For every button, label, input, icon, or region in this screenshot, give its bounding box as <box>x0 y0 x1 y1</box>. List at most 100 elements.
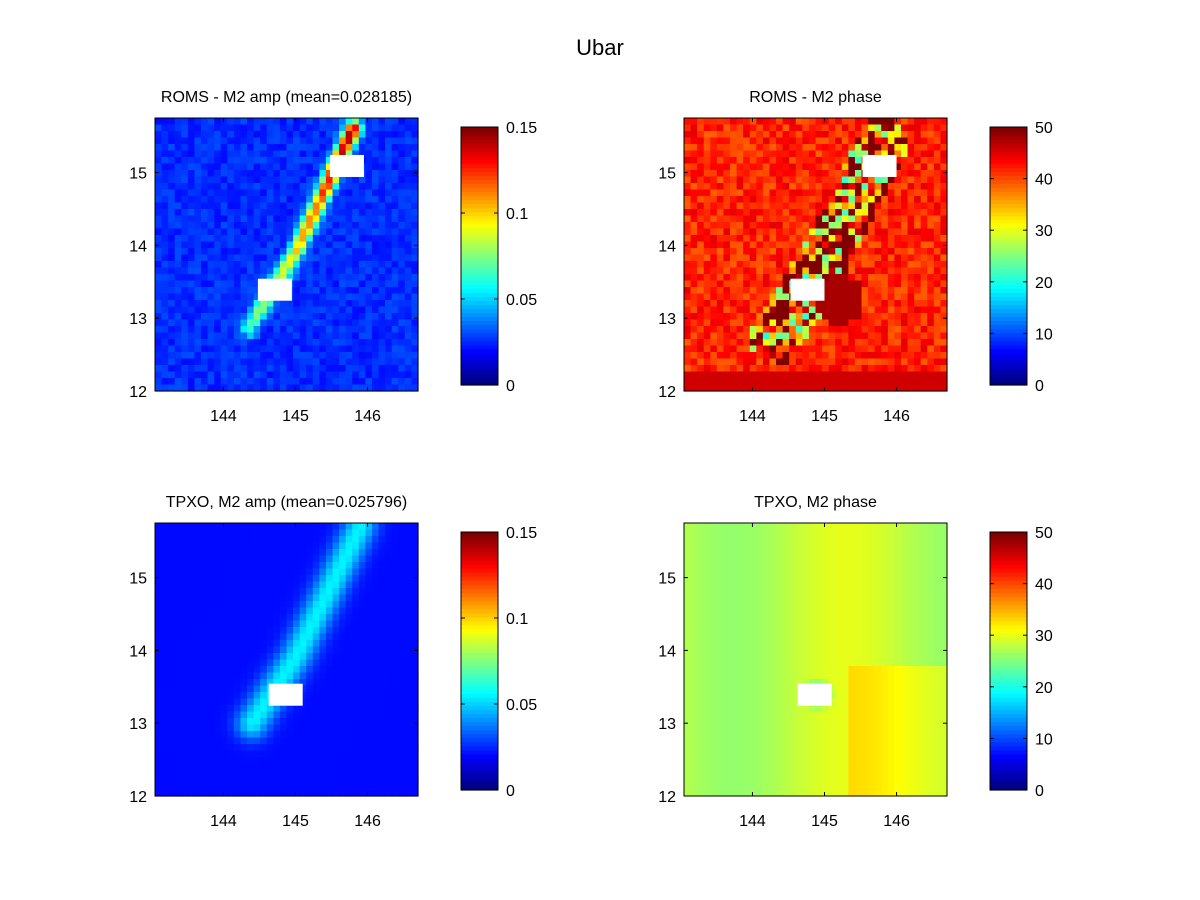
heatmap-cell <box>319 313 327 321</box>
heatmap-cell <box>378 345 386 353</box>
heatmap-cell <box>233 744 242 752</box>
heatmap-cell <box>874 384 882 392</box>
heatmap-cell <box>371 170 380 178</box>
heatmap-cell <box>933 222 942 230</box>
heatmap-cell <box>201 542 209 550</box>
heatmap-cell <box>874 144 882 152</box>
heatmap-cell <box>174 332 182 340</box>
heatmap-cell <box>900 345 909 353</box>
heatmap-cell <box>900 124 909 132</box>
heatmap-cell <box>371 274 380 282</box>
heatmap-cell <box>743 241 751 249</box>
heatmap-cell <box>279 222 288 230</box>
heatmap-cell <box>398 339 406 347</box>
heatmap-cell <box>293 594 301 602</box>
heatmap-cell <box>181 124 189 132</box>
heatmap-cell <box>730 241 738 249</box>
heatmap-cell <box>174 183 182 191</box>
heatmap-cell <box>861 378 869 386</box>
heatmap-cell <box>293 776 301 784</box>
heatmap-cell <box>299 215 307 223</box>
heatmap-cell <box>684 306 692 314</box>
heatmap-cell <box>168 672 176 680</box>
heatmap-cell <box>266 209 274 217</box>
heatmap-cell <box>914 150 922 158</box>
heatmap-cell <box>201 228 209 236</box>
heatmap-cell <box>273 744 281 752</box>
heatmap-cell <box>828 189 836 197</box>
heatmap-cell <box>365 293 373 301</box>
heatmap-cell <box>710 306 718 314</box>
heatmap-cell <box>253 679 261 687</box>
heatmap-cell <box>881 352 889 360</box>
heatmap-cell <box>933 124 942 132</box>
heatmap-cell <box>920 118 928 126</box>
heatmap-cell <box>155 163 163 171</box>
heatmap-cell <box>174 306 182 314</box>
heatmap-cell <box>293 228 301 236</box>
heatmap-cell <box>155 358 163 366</box>
heatmap-cell <box>854 280 863 288</box>
heatmap-cell <box>253 542 261 550</box>
heatmap-cell <box>874 306 882 314</box>
heatmap-cell <box>854 274 863 282</box>
colorbar-swatch <box>990 147 1027 152</box>
heatmap-cell <box>168 280 176 288</box>
heatmap-cell <box>795 144 803 152</box>
heatmap-cell <box>306 601 314 609</box>
heatmap-cell <box>187 144 196 152</box>
heatmap-cell <box>371 685 380 693</box>
heatmap-cell <box>398 222 406 230</box>
heatmap-cell <box>404 183 413 191</box>
heatmap-cell <box>247 536 255 544</box>
heatmap-cell <box>266 352 274 360</box>
heatmap-cell <box>894 118 902 126</box>
heatmap-cell <box>194 724 202 732</box>
heatmap-cell <box>920 248 928 256</box>
heatmap-cell <box>358 280 366 288</box>
heatmap-cell <box>194 267 202 275</box>
heatmap-cell <box>900 170 909 178</box>
heatmap-cell <box>378 144 386 152</box>
heatmap-cell <box>854 215 863 223</box>
heatmap-cell <box>207 555 215 563</box>
heatmap-cell <box>187 131 196 139</box>
heatmap-cell <box>358 222 366 230</box>
heatmap-cell <box>907 241 915 249</box>
heatmap-cell <box>371 659 380 667</box>
heatmap-cell <box>716 150 725 158</box>
colorbar-swatch <box>990 300 1027 305</box>
heatmap-cell <box>920 326 928 334</box>
heatmap-cell <box>887 261 895 269</box>
heatmap-cell <box>174 131 182 139</box>
heatmap-cell <box>273 770 281 778</box>
heatmap-cell <box>710 261 718 269</box>
heatmap-cell <box>247 666 255 674</box>
heatmap-cell <box>762 248 771 256</box>
heatmap-cell <box>279 267 288 275</box>
heatmap-cell <box>345 640 353 648</box>
heatmap-cell <box>260 371 268 379</box>
heatmap-cell <box>201 339 209 347</box>
heatmap-cell <box>736 144 744 152</box>
heatmap-cell <box>220 711 228 719</box>
heatmap-cell <box>253 358 261 366</box>
heatmap-cell <box>920 196 928 204</box>
heatmap-cell <box>266 575 274 583</box>
heatmap-cell <box>907 209 915 217</box>
colorbar-swatch <box>461 340 498 346</box>
heatmap-cell <box>841 124 849 132</box>
heatmap-cell <box>854 241 863 249</box>
heatmap-cell <box>365 209 373 217</box>
heatmap-cell <box>214 261 222 269</box>
heatmap-cell <box>293 365 301 373</box>
heatmap-cell <box>743 248 751 256</box>
heatmap-cell <box>894 371 902 379</box>
heatmap-cell <box>201 183 209 191</box>
heatmap-cell <box>378 306 386 314</box>
heatmap-cell <box>782 241 790 249</box>
heatmap-cell <box>214 209 222 217</box>
heatmap-cell <box>927 287 935 295</box>
heatmap-cell <box>736 150 744 158</box>
heatmap-cell <box>207 378 215 386</box>
